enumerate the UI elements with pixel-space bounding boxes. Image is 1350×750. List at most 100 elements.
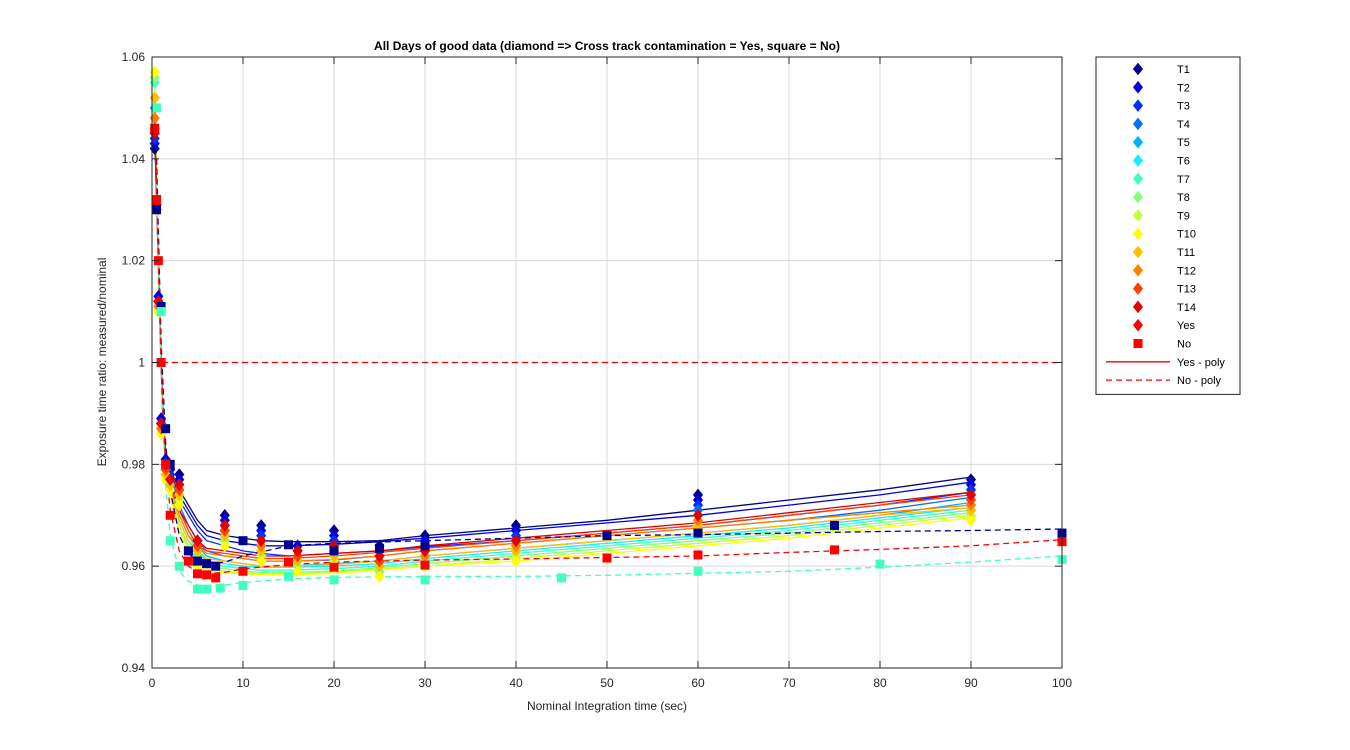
square-marker — [557, 573, 566, 583]
legend-label: T10 — [1177, 229, 1196, 241]
square-marker — [165, 459, 175, 469]
square-marker — [238, 566, 248, 576]
diamond-marker — [219, 519, 230, 532]
diamond-marker — [1132, 190, 1144, 204]
y-tick-label: 1.04 — [122, 152, 146, 166]
diamond-marker — [510, 554, 522, 568]
square-marker — [156, 307, 166, 317]
square-marker — [420, 541, 430, 551]
diamond-marker — [1132, 245, 1144, 259]
square-marker — [202, 559, 212, 569]
diamond-marker — [965, 513, 977, 527]
x-tick-label: 30 — [418, 676, 432, 690]
legend-label: T1 — [1177, 64, 1190, 76]
square-marker — [152, 205, 162, 215]
square-marker — [193, 569, 202, 579]
square-marker — [830, 545, 839, 555]
diamond-marker — [174, 498, 185, 512]
square-marker — [375, 543, 384, 553]
y-tick-label: 0.94 — [122, 661, 146, 675]
diamond-marker — [965, 488, 977, 502]
x-tick-label: 90 — [964, 676, 978, 690]
square-marker — [152, 103, 162, 113]
square-marker — [183, 546, 193, 556]
y-tick-label: 0.98 — [122, 457, 146, 471]
square-marker — [193, 556, 202, 566]
diamond-marker — [1132, 154, 1144, 167]
x-tick-label: 60 — [691, 676, 705, 690]
square-marker — [211, 573, 221, 583]
diamond-marker — [374, 569, 385, 583]
legend-label: T5 — [1177, 137, 1190, 149]
square-marker — [202, 584, 212, 594]
diamond-marker — [256, 554, 267, 568]
legend: T1 T2 T3 T4 T5 T6 T7 T8 T9 T10 T11 T12 T13 T14 Yes No Ye… — [1095, 56, 1241, 395]
legend-label: T14 — [1177, 302, 1196, 314]
diamond-marker — [1132, 282, 1144, 296]
y-tick-label: 0.96 — [122, 559, 146, 573]
square-marker — [693, 550, 703, 560]
ticks: 0 10 20 30 40 50 60 70 80 90 100 0.94 0.96 0.98 1 1.02 1… — [122, 50, 1073, 690]
y-axis-label: Exposure time ratio: measured/nominal — [95, 258, 109, 467]
square-marker — [156, 358, 166, 367]
diamond-marker — [165, 473, 176, 487]
diamond-marker — [1132, 135, 1144, 149]
legend-label: No — [1177, 339, 1191, 351]
square-marker — [602, 553, 612, 563]
markers — [149, 65, 1067, 594]
square-marker — [193, 584, 202, 594]
diamond-marker — [256, 534, 267, 548]
legend-label: No - poly — [1177, 375, 1222, 387]
legend-label: Yes - poly — [1177, 357, 1225, 369]
square-marker — [161, 424, 171, 434]
x-tick-label: 50 — [600, 676, 614, 690]
square-marker — [202, 570, 212, 580]
square-marker — [183, 556, 193, 566]
diamond-marker — [510, 534, 522, 548]
diamond-marker — [292, 564, 303, 578]
x-tick-label: 70 — [782, 676, 796, 690]
square-marker — [284, 557, 293, 567]
square-marker — [215, 583, 225, 593]
square-marker — [284, 540, 293, 550]
x-tick-label: 100 — [1052, 676, 1072, 690]
x-tick-label: 0 — [149, 676, 156, 690]
square-marker — [329, 575, 339, 585]
legend-label: T8 — [1177, 192, 1190, 204]
diamond-marker — [1132, 80, 1144, 94]
square-marker — [420, 560, 430, 570]
x-tick-label: 20 — [327, 676, 341, 690]
square-marker — [284, 571, 293, 581]
diamond-marker — [292, 544, 303, 558]
square-marker — [238, 581, 248, 591]
diamond-marker — [1132, 300, 1144, 314]
diamond-marker — [1132, 62, 1144, 76]
x-tick-label: 80 — [873, 676, 887, 690]
chart-title: All Days of good data (diamond => Cross … — [374, 39, 840, 53]
legend-label: T3 — [1177, 101, 1190, 113]
square-marker — [152, 195, 162, 205]
square-marker — [174, 561, 184, 571]
square-marker — [602, 531, 612, 541]
square-marker — [238, 536, 248, 546]
square-marker — [329, 562, 339, 572]
diamond-marker — [174, 478, 185, 492]
x-tick-label: 40 — [509, 676, 523, 690]
legend-label: T4 — [1177, 119, 1190, 131]
diamond-marker — [1132, 208, 1144, 222]
square-marker — [161, 459, 171, 469]
diamond-marker — [1132, 227, 1144, 241]
square-marker — [156, 301, 166, 311]
diamond-marker — [219, 539, 230, 553]
diamond-marker — [1132, 318, 1144, 332]
y-tick-label: 1.02 — [122, 254, 146, 268]
square-marker — [875, 559, 885, 569]
no-fit-line-2 — [155, 184, 1063, 587]
legend-label: T7 — [1177, 174, 1190, 186]
square-marker — [329, 546, 339, 556]
square-marker — [211, 561, 221, 571]
square-marker — [420, 575, 430, 585]
square-marker — [150, 123, 160, 133]
